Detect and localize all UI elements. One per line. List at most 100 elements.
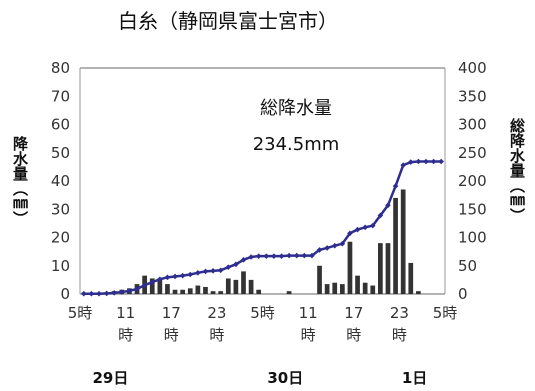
cumulative-point	[248, 254, 254, 260]
precip-bar	[378, 243, 383, 294]
precip-bar	[355, 275, 360, 294]
x-tick-label: 23 時	[390, 304, 409, 344]
cumulative-point	[202, 268, 209, 275]
cumulative-point	[347, 230, 353, 237]
right-tick-label: 100	[458, 229, 487, 247]
cumulative-point	[141, 282, 148, 289]
cumulative-point	[126, 288, 133, 294]
cumulative-point	[362, 224, 368, 231]
chart-title: 白糸（静岡県富士宮市）	[118, 9, 338, 33]
x-tick-label: 17 時	[344, 304, 363, 344]
left-tick-label: 60	[51, 116, 70, 134]
cumulative-point	[157, 276, 163, 283]
right-tick-label: 350	[458, 87, 487, 105]
cumulative-point	[210, 268, 216, 274]
cumulative-point	[195, 270, 201, 276]
y-axis-label-right: 総降水量（㎜）	[508, 117, 526, 223]
cumulative-point	[430, 158, 437, 165]
right-tick-label: 50	[458, 257, 477, 275]
precip-bar	[225, 278, 231, 294]
precip-bar	[416, 291, 421, 294]
cumulative-point	[271, 253, 277, 259]
x-tick-label: 17 時	[162, 304, 181, 344]
precip-bar	[408, 262, 414, 294]
precip-bar	[165, 284, 170, 294]
cumulative-point	[369, 222, 376, 229]
annotation-label: 総降水量	[260, 98, 332, 119]
date-label: 29日	[92, 369, 128, 387]
right-tick-label: 400	[458, 59, 487, 77]
cumulative-point	[164, 274, 171, 281]
cumulative-point	[134, 286, 140, 292]
cumulative-point	[217, 267, 224, 274]
cumulative-point	[423, 158, 429, 165]
left-tick-label: 30	[51, 200, 70, 218]
cumulative-precip-line	[81, 158, 444, 297]
precip-bar	[362, 282, 368, 294]
cumulative-point	[324, 245, 330, 251]
right-tick-label: 150	[458, 200, 487, 218]
precip-bar	[324, 284, 330, 294]
cumulative-point	[309, 252, 315, 259]
cumulative-point	[96, 290, 102, 297]
cumulative-point	[377, 212, 384, 219]
left-tick-label: 10	[51, 257, 70, 275]
precip-bar	[400, 189, 406, 294]
precip-bar	[180, 289, 186, 294]
precip-bar	[203, 286, 208, 294]
cumulative-point	[438, 158, 444, 165]
precip-bar	[157, 279, 163, 294]
precip-bar	[317, 265, 322, 294]
cumulative-point	[263, 253, 270, 259]
x-tick-label: 11 時	[116, 304, 135, 344]
x-tick-label: 5時	[68, 304, 93, 322]
right-tick-label: 0	[458, 285, 468, 303]
precip-bar	[286, 291, 292, 294]
cumulative-point	[88, 290, 95, 297]
x-tick-label: 23 時	[207, 304, 226, 344]
y-axis-label-left: 降水量（㎜）	[11, 135, 29, 226]
left-tick-label: 70	[51, 87, 70, 105]
cumulative-point	[293, 252, 300, 259]
cumulative-point	[179, 272, 186, 279]
x-tick-label: 5時	[250, 304, 275, 322]
precip-bar	[210, 291, 216, 294]
cumulative-point	[316, 247, 323, 253]
precip-bar	[233, 279, 239, 294]
right-tick-label: 250	[458, 144, 487, 162]
cumulative-point	[354, 226, 361, 233]
hourly-precip-bars	[81, 189, 421, 294]
precip-bar	[149, 278, 155, 294]
cumulative-point	[111, 290, 118, 296]
left-tick-label: 20	[51, 229, 70, 247]
cumulative-point	[149, 279, 156, 285]
cumulative-point	[255, 253, 262, 259]
right-tick-label: 200	[458, 172, 487, 190]
cumulative-point	[339, 240, 346, 247]
cumulative-point	[81, 290, 87, 297]
cumulative-point	[385, 202, 391, 209]
precip-bar	[187, 288, 193, 294]
cumulative-point	[331, 242, 338, 249]
precip-bar	[248, 279, 254, 294]
left-tick-label: 0	[60, 285, 70, 303]
x-axis-ticks: 5時 11 時 17 時 23 時 5時 11 時 17 時 23 時 5時	[68, 304, 458, 344]
precip-bar	[385, 243, 391, 294]
precip-bar	[195, 285, 201, 294]
left-tick-label: 40	[51, 172, 70, 190]
cumulative-point	[301, 252, 308, 259]
precip-bar	[332, 282, 338, 294]
left-y-axis: 0 10 20 30 40 50 60 70 80	[51, 59, 70, 303]
cumulative-point	[172, 273, 178, 280]
left-tick-label: 50	[51, 144, 70, 162]
cumulative-point	[240, 257, 247, 263]
right-tick-label: 300	[458, 116, 487, 134]
precip-bar	[393, 197, 398, 294]
date-label: 1日	[402, 369, 427, 387]
cumulative-point	[400, 162, 406, 168]
x-tick-label: 5時	[433, 304, 458, 322]
cumulative-point	[225, 264, 232, 270]
precip-bar	[339, 284, 345, 294]
cumulative-point	[187, 271, 194, 278]
